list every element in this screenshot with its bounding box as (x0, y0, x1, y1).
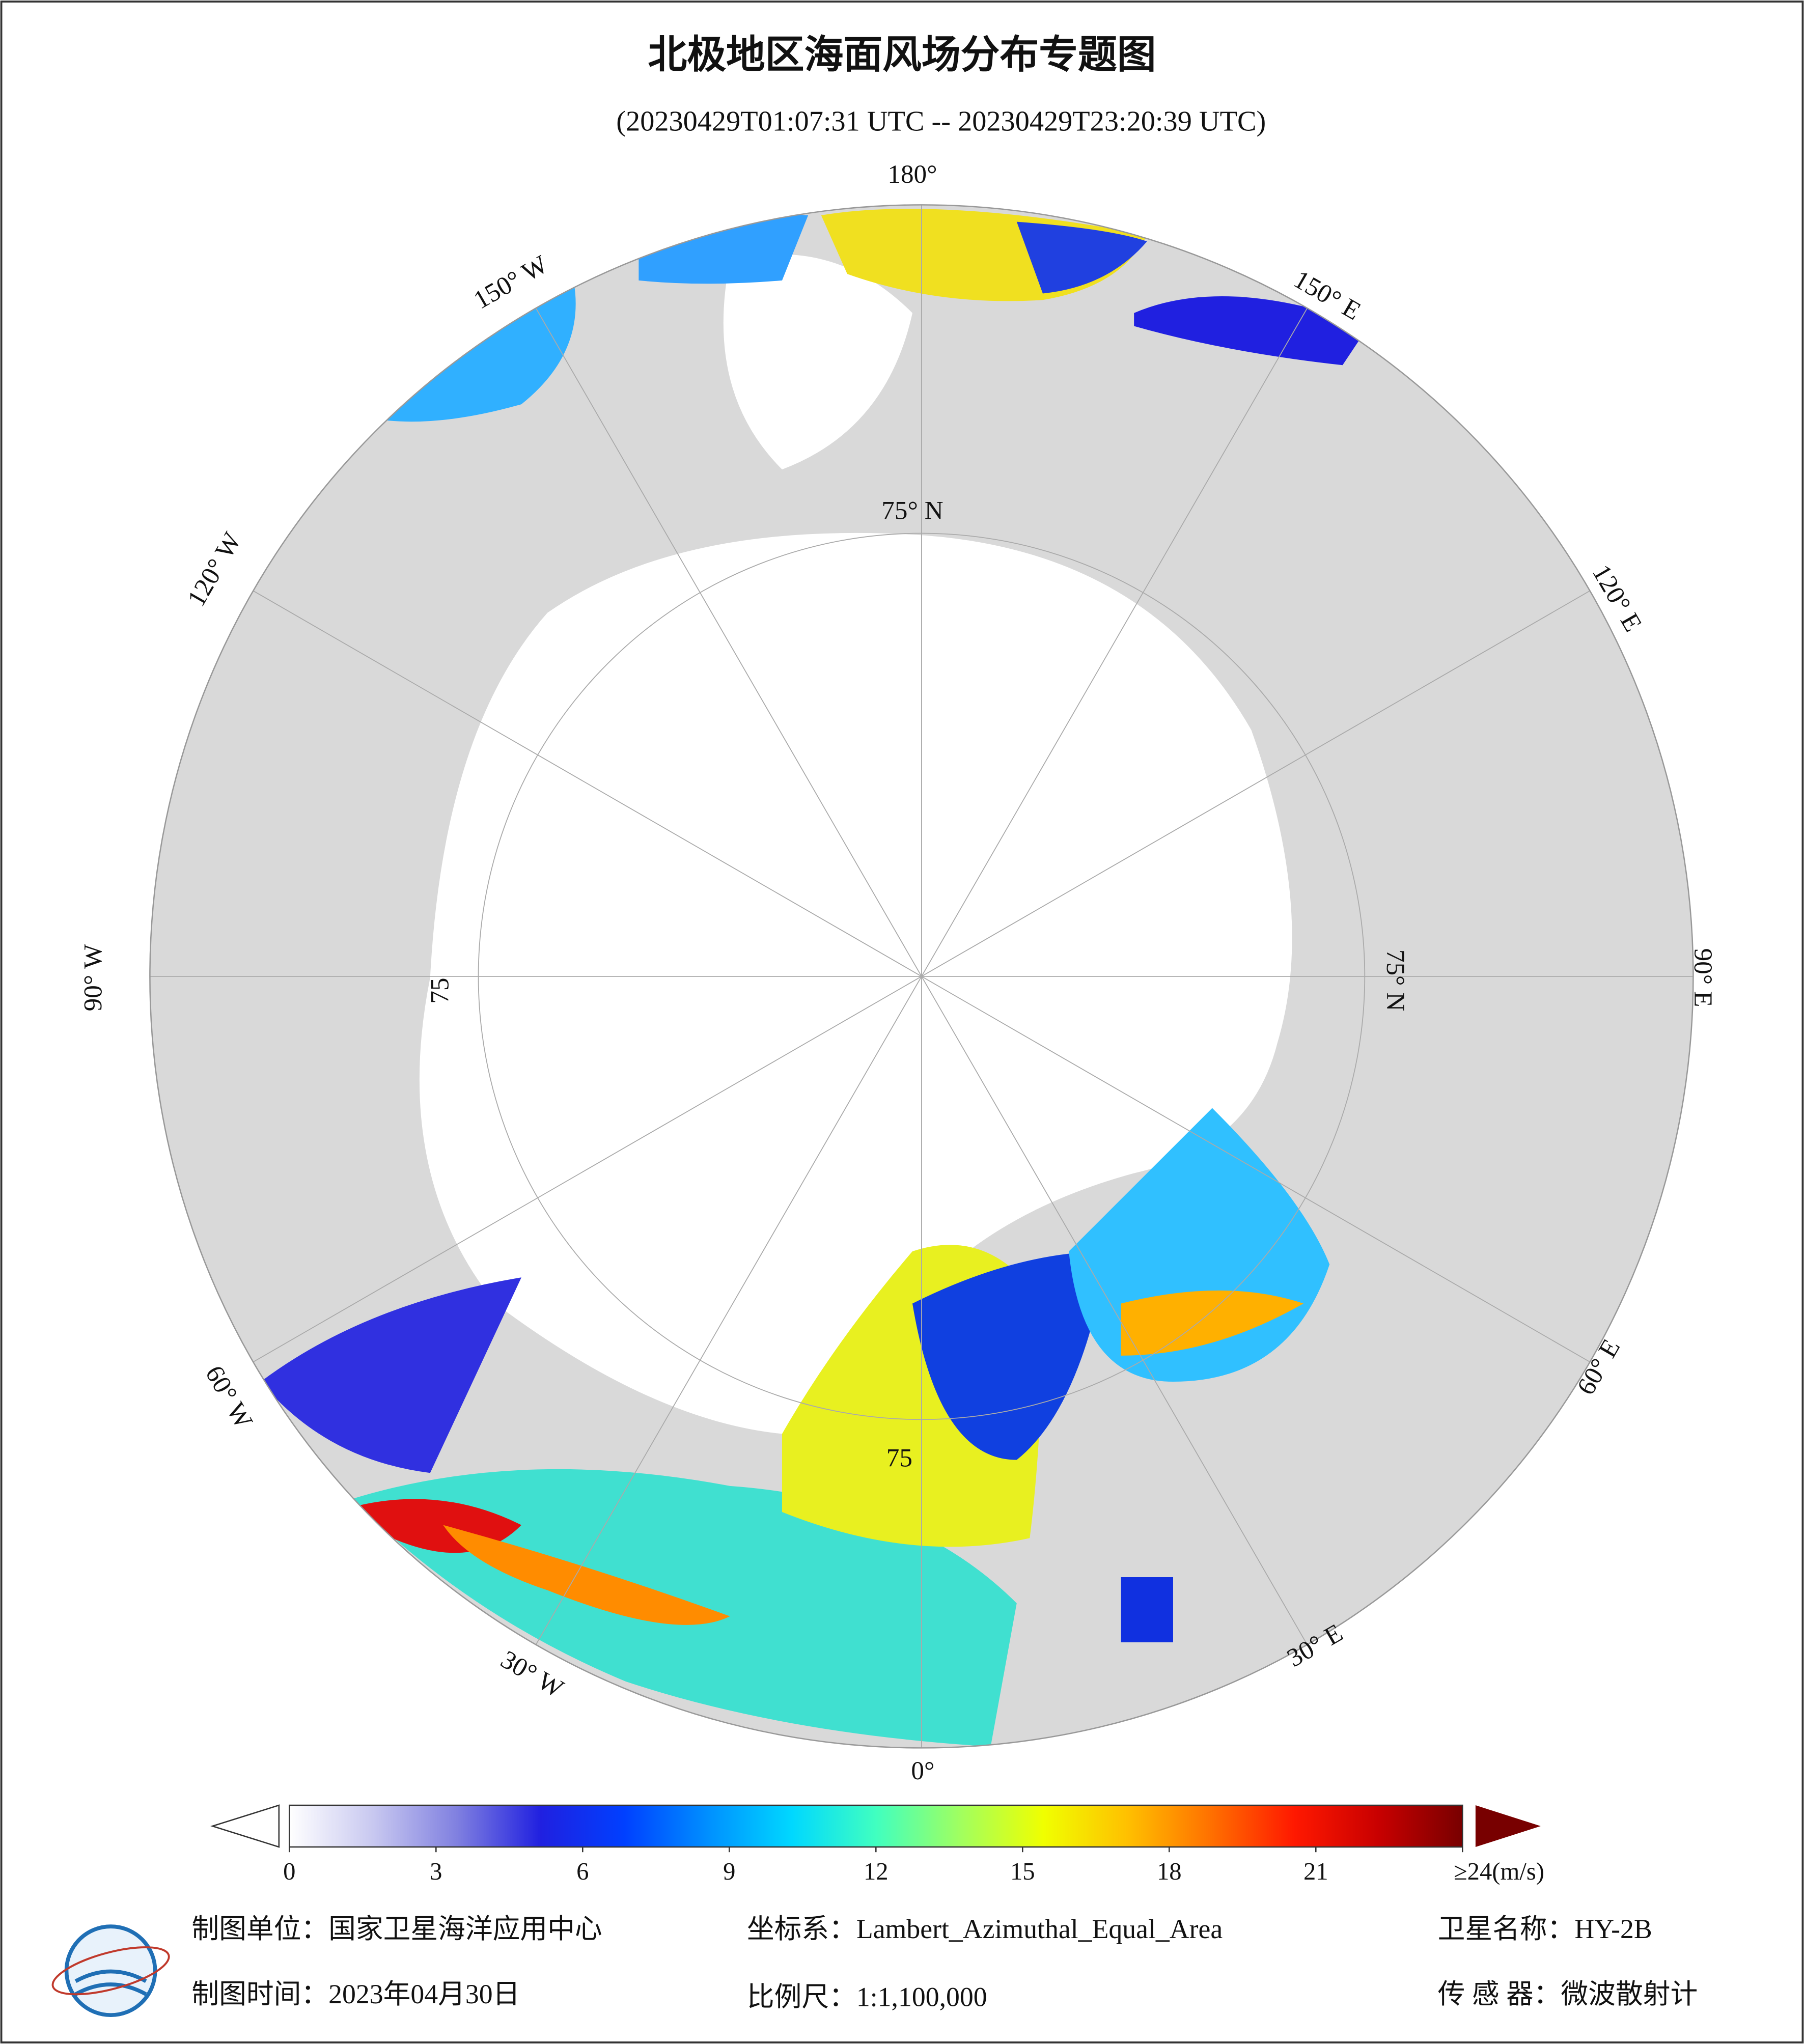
longitude-label: 180° (887, 160, 937, 189)
latitude-label: 75 (886, 1443, 912, 1472)
wind-field (260, 1277, 521, 1473)
wind-field (912, 1251, 1108, 1460)
tick-label: 21 (1303, 1858, 1328, 1885)
wind-field (1016, 221, 1147, 294)
tick-label: 0 (283, 1858, 295, 1885)
longitude-label: 90° E (1688, 948, 1717, 1007)
latitude-label: 75° N (881, 496, 943, 525)
longitude-label: 90° W (79, 944, 108, 1012)
footer: 制图单位：国家卫星海洋应用中心 坐标系：Lambert_Azimuthal_Equ… (191, 1914, 1698, 2012)
colorbar: 0 3 6 9 12 15 18 21 ≥24(m/s) (210, 1804, 1544, 1885)
title: 北极地区海面风场分布专题图 (648, 33, 1156, 78)
wind-field (1121, 1577, 1173, 1643)
over-arrow (1475, 1805, 1541, 1847)
map (150, 205, 1694, 1748)
tick-label: ≥24(m/s) (1454, 1858, 1544, 1885)
bering-strait (723, 254, 912, 470)
footer-text: 坐标系：Lambert_Azimuthal_Equal_Area (747, 1914, 1223, 1944)
latitude-label: 75 (426, 977, 455, 1003)
latitude-label: 75° N (1381, 949, 1410, 1011)
footer-text: 卫星名称：HY-2B (1438, 1914, 1652, 1944)
footer-text: 比例尺：1:1,100,000 (747, 1981, 987, 2012)
wind-field (1134, 296, 1369, 366)
wind-field (1121, 1290, 1303, 1356)
logo (51, 1924, 170, 2018)
footer-text: 制图时间：2023年04月30日 (191, 1979, 520, 2009)
under-arrow (210, 1804, 280, 1848)
tick-label: 9 (723, 1858, 735, 1885)
tick-label: 18 (1157, 1858, 1182, 1885)
graticule (150, 205, 1694, 1748)
subtitle: (20230429T01:07:31 UTC -- 20230429T23:20… (616, 105, 1266, 137)
longitude-label: 0° (911, 1756, 934, 1785)
wind-field (443, 1525, 730, 1625)
arctic-ocean (419, 533, 1292, 1434)
tick-label: 15 (1010, 1858, 1035, 1885)
colorbar-body (289, 1804, 1463, 1848)
tick-label: 3 (430, 1858, 442, 1885)
map-border (149, 204, 1694, 1749)
tick-label: 6 (576, 1858, 589, 1885)
tick-label: 12 (864, 1858, 889, 1885)
footer-text: 制图单位：国家卫星海洋应用中心 (191, 1914, 602, 1944)
footer-text: 传 感 器：微波散射计 (1438, 1979, 1698, 2009)
